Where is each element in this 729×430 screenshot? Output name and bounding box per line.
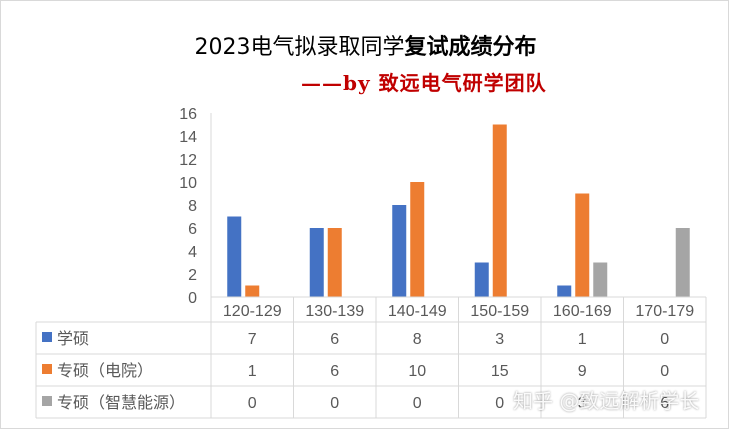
legend-key-2: [42, 396, 52, 406]
table-value-2-170-179: 6: [660, 395, 669, 412]
chart-title: 2023电气拟录取同学复试成绩分布: [1, 29, 729, 61]
table-value-2-140-149: 0: [413, 395, 422, 412]
legend-label-0: 学硕: [57, 330, 89, 348]
bar-0-140-149: [392, 205, 407, 297]
table-value-1-160-169: 9: [578, 363, 587, 380]
table-value-0-160-169: 1: [578, 331, 587, 348]
bar-1-130-139: [327, 228, 342, 297]
x-tick-label-150-159: 150-159: [470, 303, 529, 320]
x-tick-label-170-179: 170-179: [635, 303, 694, 320]
legend-key-1: [42, 364, 52, 374]
table-value-2-130-139: 0: [330, 395, 339, 412]
table-value-0-130-139: 6: [330, 331, 339, 348]
y-tick-label-16: 16: [179, 106, 197, 123]
y-tick-label-6: 6: [188, 221, 197, 238]
y-tick-label-8: 8: [188, 198, 197, 215]
bar-1-150-159: [492, 124, 507, 297]
table-value-1-150-159: 15: [491, 363, 509, 380]
x-tick-label-140-149: 140-149: [388, 303, 447, 320]
y-tick-label-14: 14: [179, 129, 197, 146]
bar-1-140-149: [410, 182, 425, 297]
y-tick-label-12: 12: [179, 152, 197, 169]
x-tick-label-130-139: 130-139: [305, 303, 364, 320]
chart-title-part2: 复试成绩分布: [404, 35, 537, 60]
y-tick-label-4: 4: [188, 244, 197, 261]
bar-0-120-129: [227, 216, 242, 297]
bar-0-130-139: [309, 228, 324, 297]
bar-1-160-169: [575, 193, 590, 297]
bar-0-160-169: [557, 285, 572, 297]
table-value-0-140-149: 8: [413, 331, 422, 348]
y-tick-label-10: 10: [179, 175, 197, 192]
bar-2-160-169: [593, 262, 608, 297]
y-tick-label-0: 0: [188, 290, 197, 307]
chart-subtitle: ——by 致远电气研学团队: [301, 71, 547, 95]
watermark: 知乎 @致远解析学长: [513, 389, 700, 413]
bar-1-120-129: [245, 285, 260, 297]
table-value-1-130-139: 6: [330, 363, 339, 380]
table-value-2-150-159: 0: [495, 395, 504, 412]
table-value-2-120-129: 0: [248, 395, 257, 412]
table-value-0-150-159: 3: [495, 331, 504, 348]
legend-label-2: 专硕（智慧能源）: [57, 394, 185, 412]
x-tick-label-120-129: 120-129: [223, 303, 282, 320]
y-tick-label-2: 2: [188, 267, 197, 284]
x-tick-label-160-169: 160-169: [553, 303, 612, 320]
table-value-1-120-129: 1: [248, 363, 257, 380]
table-value-1-140-149: 10: [408, 363, 426, 380]
table-value-1-170-179: 0: [660, 363, 669, 380]
table-value-0-170-179: 0: [660, 331, 669, 348]
table-value-0-120-129: 7: [248, 331, 257, 348]
legend-key-0: [42, 332, 52, 342]
bar-2-170-179: [675, 228, 690, 297]
bar-0-150-159: [474, 262, 489, 297]
legend-label-1: 专硕（电院）: [57, 362, 153, 380]
chart-title-part1: 2023电气拟录取同学: [194, 35, 405, 60]
table-value-2-160-169: 3: [578, 395, 587, 412]
